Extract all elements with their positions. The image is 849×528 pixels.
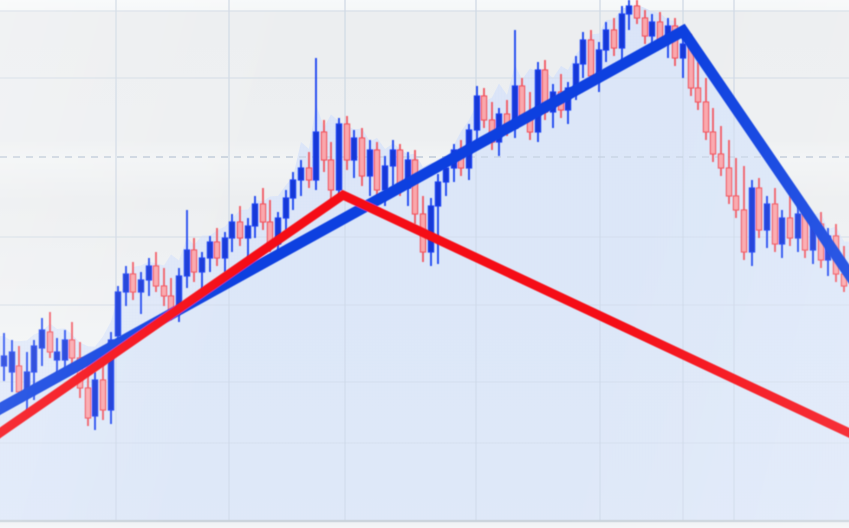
candle-body	[786, 217, 794, 239]
candle[interactable]	[335, 118, 343, 200]
candle-body	[145, 265, 153, 281]
candle-body	[602, 29, 610, 51]
candle-body	[633, 5, 641, 19]
candle-body	[473, 95, 481, 131]
candle-body	[343, 123, 351, 161]
candle-body	[297, 167, 305, 181]
candle-body	[53, 351, 61, 361]
candle-body	[190, 249, 198, 273]
candle-body	[725, 167, 733, 197]
candle-body	[648, 21, 656, 37]
candle-body	[46, 331, 54, 353]
candle-body	[610, 29, 618, 49]
candle-body	[794, 213, 802, 239]
candle-body	[641, 17, 649, 37]
candle-body	[129, 273, 137, 293]
candle[interactable]	[46, 312, 54, 358]
candle-body	[434, 181, 442, 207]
candle-body	[221, 237, 229, 259]
candle-body	[732, 195, 740, 211]
candle-body	[381, 165, 389, 191]
candle-body	[38, 329, 46, 349]
candle-body	[755, 187, 763, 231]
candle-body	[427, 205, 435, 253]
candle-body	[259, 203, 267, 223]
candle-body	[198, 257, 206, 273]
candle-body	[771, 203, 779, 245]
candle-body	[373, 149, 381, 191]
candle-body	[587, 39, 595, 77]
candle-body	[694, 87, 702, 103]
candle-body	[244, 225, 252, 239]
candle-body	[0, 355, 8, 367]
candle-body	[740, 209, 748, 253]
candle-body	[15, 365, 23, 393]
candle[interactable]	[534, 62, 542, 142]
candle-body	[206, 241, 214, 259]
candle-body	[625, 5, 633, 15]
candle-body	[679, 43, 687, 59]
candle-body	[91, 379, 99, 417]
candle-body	[8, 351, 16, 373]
candle-body	[709, 131, 717, 155]
candle-body	[778, 217, 786, 245]
candle-body	[618, 13, 626, 49]
candle-body	[717, 153, 725, 169]
candle-body	[289, 179, 297, 199]
candle-body	[748, 187, 756, 253]
candle-body	[335, 123, 343, 191]
candle-body	[282, 197, 290, 219]
candle-body	[579, 39, 587, 65]
candle-body	[702, 101, 710, 133]
candle-body	[366, 149, 374, 177]
candle-body	[411, 159, 419, 215]
candle-body	[389, 149, 397, 167]
candle-body	[114, 291, 122, 337]
candle-body	[84, 387, 92, 419]
candle-body	[442, 167, 450, 183]
candle-body	[213, 241, 221, 259]
candle-body	[30, 345, 38, 373]
candle-body	[152, 265, 160, 287]
candle-body	[305, 167, 313, 181]
candle[interactable]	[411, 150, 419, 224]
candle[interactable]	[152, 252, 160, 292]
candle-body	[99, 379, 107, 411]
candle[interactable]	[114, 286, 122, 344]
candle-body	[358, 137, 366, 177]
candle-body	[137, 279, 145, 293]
candle-body	[534, 69, 542, 133]
candle-body	[763, 203, 771, 231]
candle-body	[350, 137, 358, 161]
candle-body	[480, 95, 488, 121]
candle-body	[236, 221, 244, 239]
candle-body	[228, 221, 236, 239]
candle-body	[122, 273, 130, 293]
candle-body	[183, 249, 191, 277]
candle-body	[320, 131, 328, 161]
candle-body	[160, 285, 168, 297]
candle-body	[251, 203, 259, 227]
candle-body	[518, 85, 526, 117]
candle-body	[68, 339, 76, 359]
candle-body	[312, 131, 320, 181]
candle-body	[327, 159, 335, 191]
candle-body	[61, 339, 69, 361]
